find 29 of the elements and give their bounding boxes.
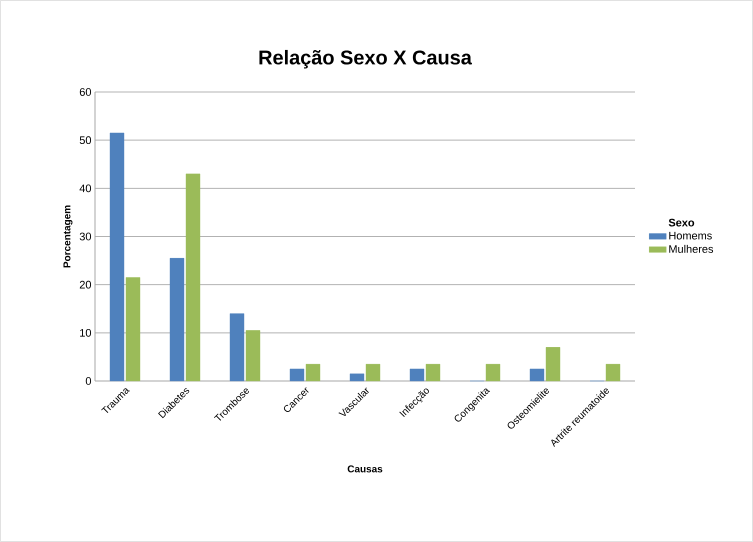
legend-label: Homems (669, 232, 712, 240)
bar (126, 277, 140, 382)
bar (410, 368, 424, 382)
y-tick-label: 20 (80, 280, 92, 289)
legend-label: Mulheres (669, 244, 714, 253)
bar (290, 368, 304, 382)
bar (486, 364, 500, 382)
y-axis-title: Porcentagem (63, 206, 72, 268)
bar (306, 364, 320, 382)
bar (530, 368, 544, 382)
bar (110, 132, 124, 382)
bar (170, 258, 184, 382)
legend-title: Sexo (668, 218, 694, 226)
bar (426, 364, 440, 382)
y-tick-label: 60 (80, 88, 92, 96)
bar (350, 374, 364, 382)
y-tick-label: 10 (80, 328, 92, 337)
chart-title: Relação Sexo X Causa (259, 50, 472, 69)
y-tick-label: 0 (86, 377, 92, 385)
bar (230, 313, 244, 382)
x-axis-title: Causas (348, 465, 382, 472)
y-tick-label: 50 (80, 136, 92, 144)
bar (546, 347, 560, 382)
bar (366, 364, 380, 382)
y-tick-label: 30 (80, 232, 92, 240)
bar (246, 330, 260, 382)
y-tick-label: 40 (80, 184, 92, 192)
bar (186, 174, 200, 382)
bar (606, 364, 620, 382)
